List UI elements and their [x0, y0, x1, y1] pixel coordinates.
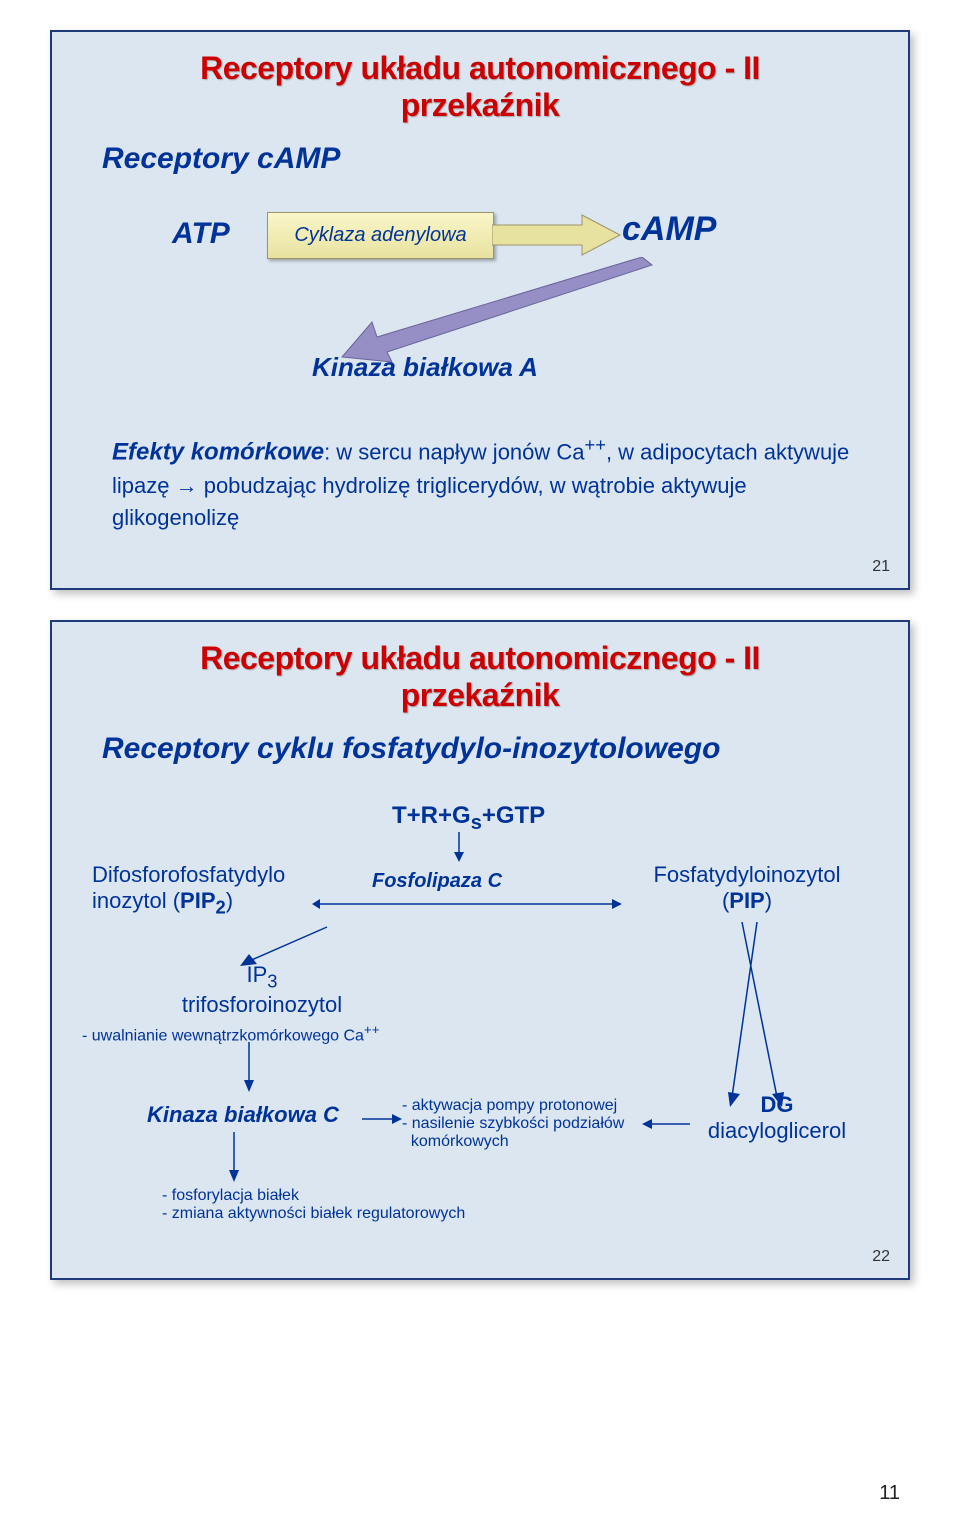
effects-label: Efekty komórkowe	[112, 438, 324, 465]
down-arrow-trg-icon	[452, 832, 466, 862]
arrow-dg-akt-icon	[642, 1117, 692, 1131]
slide2-number: 22	[872, 1248, 890, 1266]
fino-label: Fosfatydyloinozytol (PIP)	[632, 862, 862, 914]
slide2-title: Receptory układu autonomicznego - II	[52, 640, 908, 677]
dif-label: Difosforofosfatydylo inozytol (PIP2)	[92, 862, 285, 918]
fosfolipaza-label: Fosfolipaza C	[372, 870, 502, 893]
fosforylacja-block: - fosforylacja białek - zmiana aktywnośc…	[162, 1187, 465, 1223]
kinaza-c-label: Kinaza białkowa C	[147, 1102, 339, 1128]
slide-1: Receptory układu autonomicznego - II prz…	[50, 30, 910, 590]
arrow-ip3-down-icon	[242, 1042, 256, 1092]
trg-label: T+R+Gs+GTP	[392, 802, 545, 835]
slide-2: Receptory układu autonomicznego - II prz…	[50, 620, 910, 1280]
camp-label: cAMP	[622, 210, 716, 249]
slide2-subtitle: Receptory cyklu fosfatydylo-inozytoloweg…	[102, 732, 720, 766]
arrow-diag-icon	[332, 257, 672, 367]
slide1-title-sub: przekaźnik	[52, 87, 908, 124]
arrow-pip-dg2-icon	[712, 922, 772, 1112]
uwalnianie-label: - uwalnianie wewnątrzkomórkowego Ca++	[82, 1022, 379, 1045]
slide2-title-sub: przekaźnik	[52, 677, 908, 714]
ip3-label: IP3 trifosforoinozytol	[152, 962, 372, 1018]
arrow-right-icon	[492, 210, 622, 260]
aktywacja-block: - aktywacja pompy protonowej - nasilenie…	[402, 1097, 624, 1151]
slide1-number: 21	[872, 558, 890, 576]
slide1-subtitle: Receptory cAMP	[102, 142, 340, 176]
effects-text: Efekty komórkowe: w sercu napływ jonów C…	[112, 432, 852, 534]
arrow-kc-down-icon	[227, 1132, 241, 1182]
page-number: 11	[879, 1482, 900, 1505]
slide1-title: Receptory układu autonomicznego - II	[52, 50, 908, 87]
line-dif-fino-icon	[312, 897, 622, 911]
cyklaza-box: Cyklaza adenylowa	[267, 212, 494, 259]
atp-label: ATP	[172, 217, 230, 251]
kinaza-a-label: Kinaza białkowa A	[312, 352, 538, 383]
dg-label: DG diacyloglicerol	[692, 1092, 862, 1144]
arrow-kc-akt-icon	[362, 1112, 402, 1126]
